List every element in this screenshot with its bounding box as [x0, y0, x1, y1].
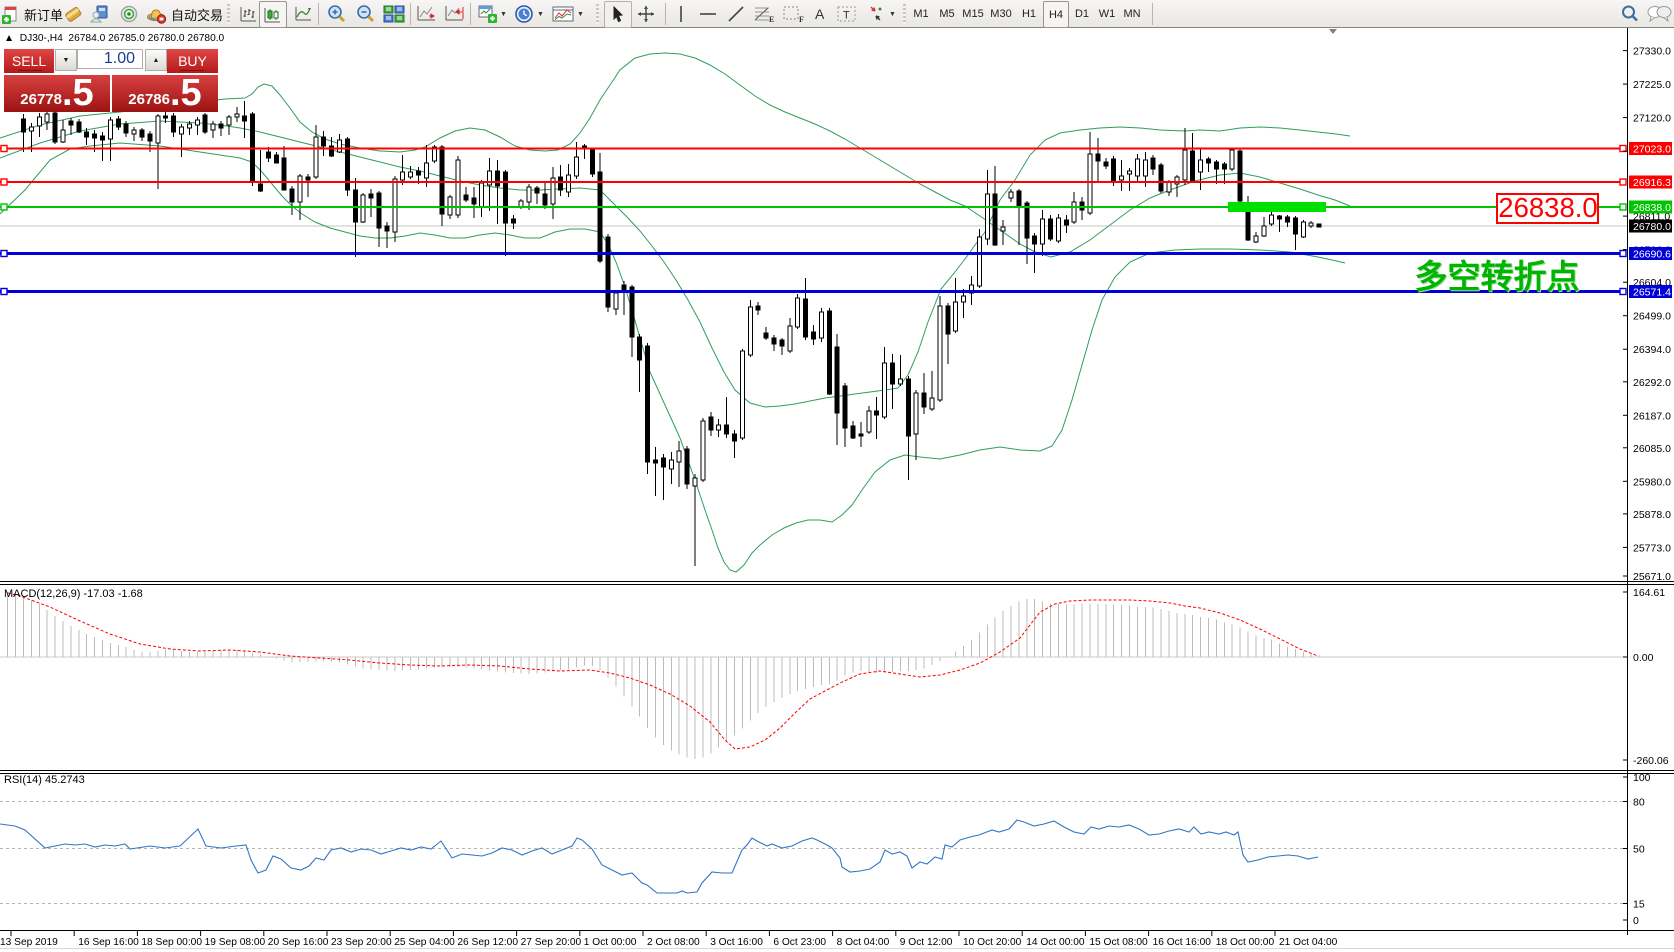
svg-text:25773.0: 25773.0	[1633, 542, 1671, 554]
svg-text:26780.0: 26780.0	[1633, 221, 1671, 233]
svg-text:-260.06: -260.06	[1633, 755, 1669, 767]
svg-text:26690.6: 26690.6	[1633, 249, 1671, 261]
svg-text:18 Sep 00:00: 18 Sep 00:00	[141, 937, 202, 948]
svg-text:27 Sep 20:00: 27 Sep 20:00	[521, 937, 582, 948]
svg-text:16 Oct 16:00: 16 Oct 16:00	[1153, 937, 1212, 948]
svg-text:F: F	[799, 15, 804, 24]
svg-text:27120.0: 27120.0	[1633, 113, 1671, 125]
svg-text:25878.0: 25878.0	[1633, 509, 1671, 521]
svg-text:15 Oct 08:00: 15 Oct 08:00	[1089, 937, 1148, 948]
svg-text:26187.0: 26187.0	[1633, 410, 1671, 422]
svg-text:多空转折点: 多空转折点	[1415, 258, 1580, 295]
svg-text:15: 15	[1633, 899, 1645, 911]
svg-text:3 Oct 16:00: 3 Oct 16:00	[710, 937, 763, 948]
svg-text:26394.0: 26394.0	[1633, 344, 1671, 356]
svg-text:9 Oct 12:00: 9 Oct 12:00	[900, 937, 953, 948]
svg-text:26085.0: 26085.0	[1633, 443, 1671, 455]
svg-text:19 Sep 08:00: 19 Sep 08:00	[205, 937, 266, 948]
svg-text:6 Oct 23:00: 6 Oct 23:00	[773, 937, 826, 948]
svg-text:26838.0: 26838.0	[1498, 192, 1597, 223]
svg-text:164.61: 164.61	[1633, 587, 1665, 599]
svg-text:1 Oct 00:00: 1 Oct 00:00	[584, 937, 637, 948]
svg-text:26916.3: 26916.3	[1633, 177, 1671, 189]
svg-text:26292.0: 26292.0	[1633, 377, 1671, 389]
svg-text:A: A	[815, 6, 825, 22]
svg-text:50: 50	[1633, 844, 1645, 856]
svg-text:0.00: 0.00	[1633, 652, 1654, 664]
svg-text:26499.0: 26499.0	[1633, 311, 1671, 323]
svg-text:14 Oct 00:00: 14 Oct 00:00	[1026, 937, 1085, 948]
svg-text:27023.0: 27023.0	[1633, 144, 1671, 156]
svg-text:13 Sep 2019: 13 Sep 2019	[0, 937, 58, 948]
svg-text:27330.0: 27330.0	[1633, 46, 1671, 58]
svg-text:8 Oct 04:00: 8 Oct 04:00	[837, 937, 890, 948]
svg-text:27225.0: 27225.0	[1633, 79, 1671, 91]
svg-text:100: 100	[1633, 772, 1651, 784]
svg-text:10 Oct 20:00: 10 Oct 20:00	[963, 937, 1022, 948]
svg-text:0: 0	[1633, 915, 1639, 927]
svg-text:80: 80	[1633, 797, 1645, 809]
svg-text:16 Sep 16:00: 16 Sep 16:00	[78, 937, 139, 948]
svg-text:25980.0: 25980.0	[1633, 476, 1671, 488]
svg-text:E: E	[769, 15, 774, 24]
svg-text:18 Oct 00:00: 18 Oct 00:00	[1216, 937, 1275, 948]
svg-text:26 Sep 12:00: 26 Sep 12:00	[457, 937, 518, 948]
svg-text:23 Sep 20:00: 23 Sep 20:00	[331, 937, 392, 948]
svg-text:21 Oct 04:00: 21 Oct 04:00	[1279, 937, 1338, 948]
svg-text:MACD(12,26,9) -17.03 -1.68: MACD(12,26,9) -17.03 -1.68	[4, 588, 143, 600]
svg-text:T: T	[843, 10, 850, 22]
svg-text:20 Sep 16:00: 20 Sep 16:00	[268, 937, 329, 948]
svg-text:26838.0: 26838.0	[1633, 202, 1671, 214]
svg-text:25 Sep 04:00: 25 Sep 04:00	[394, 937, 455, 948]
svg-text:RSI(14) 45.2743: RSI(14) 45.2743	[4, 774, 85, 786]
svg-text:2 Oct 08:00: 2 Oct 08:00	[647, 937, 700, 948]
svg-text:26571.4: 26571.4	[1633, 287, 1671, 299]
svg-text:25671.0: 25671.0	[1633, 571, 1671, 583]
